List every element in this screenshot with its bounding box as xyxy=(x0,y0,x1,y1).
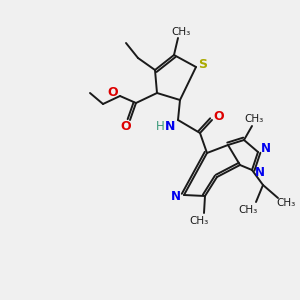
Text: O: O xyxy=(214,110,224,124)
Text: CH₃: CH₃ xyxy=(171,27,190,37)
Text: CH₃: CH₃ xyxy=(189,216,208,226)
Text: N: N xyxy=(255,167,265,179)
Text: S: S xyxy=(199,58,208,71)
Text: CH₃: CH₃ xyxy=(276,198,296,208)
Text: CH₃: CH₃ xyxy=(244,114,264,124)
Text: N: N xyxy=(165,119,175,133)
Text: O: O xyxy=(108,86,118,100)
Text: N: N xyxy=(261,142,271,155)
Text: N: N xyxy=(171,190,181,203)
Text: O: O xyxy=(121,121,131,134)
Text: H: H xyxy=(156,119,164,133)
Text: CH₃: CH₃ xyxy=(238,205,258,215)
